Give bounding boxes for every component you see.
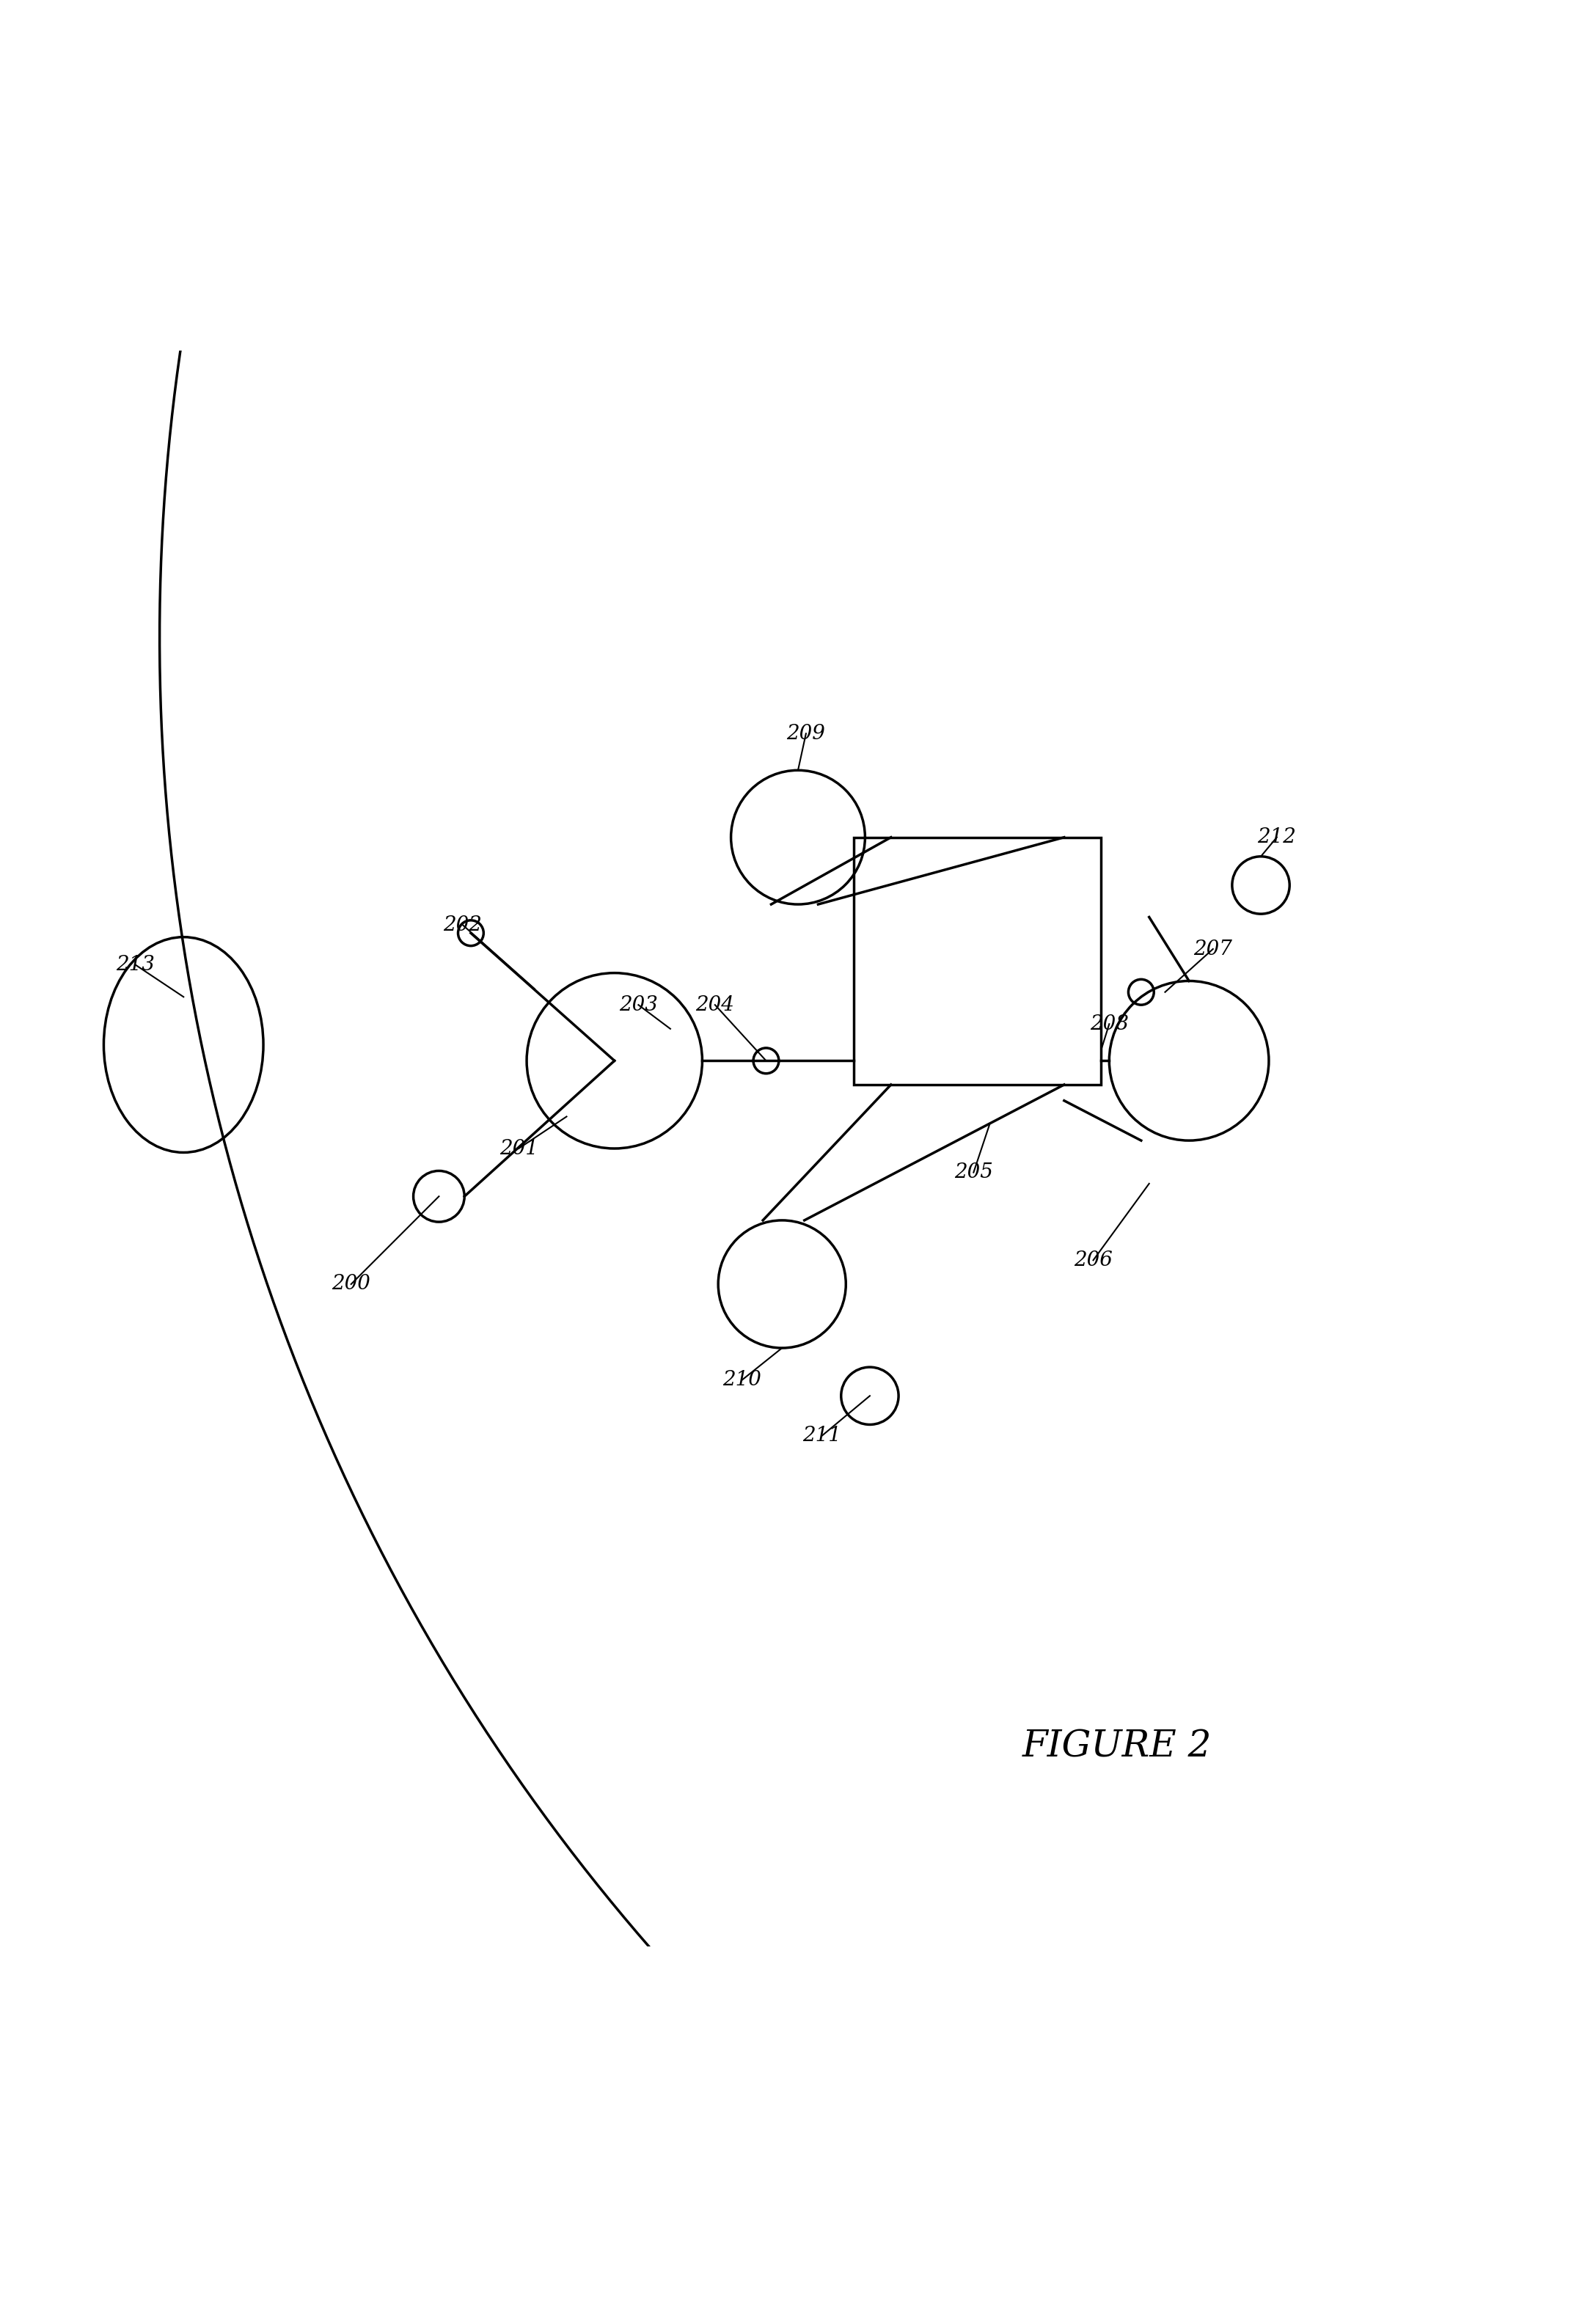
Text: 210: 210 [723, 1369, 761, 1390]
Text: 207: 207 [1194, 939, 1232, 958]
Text: 209: 209 [787, 724, 825, 744]
Text: 212: 212 [1258, 827, 1296, 848]
Text: 200: 200 [332, 1275, 370, 1293]
Text: 202: 202 [444, 914, 482, 935]
Text: 203: 203 [619, 995, 658, 1015]
Text: FIGURE 2: FIGURE 2 [1023, 1730, 1211, 1764]
Bar [854, 838, 1101, 1084]
Text: 201: 201 [500, 1139, 538, 1158]
Text: 213: 213 [117, 956, 155, 974]
Text: 211: 211 [803, 1426, 841, 1445]
Text: 205: 205 [954, 1162, 993, 1183]
Text: 206: 206 [1074, 1250, 1112, 1270]
Text: 208: 208 [1090, 1013, 1128, 1034]
Text: 204: 204 [696, 995, 734, 1015]
